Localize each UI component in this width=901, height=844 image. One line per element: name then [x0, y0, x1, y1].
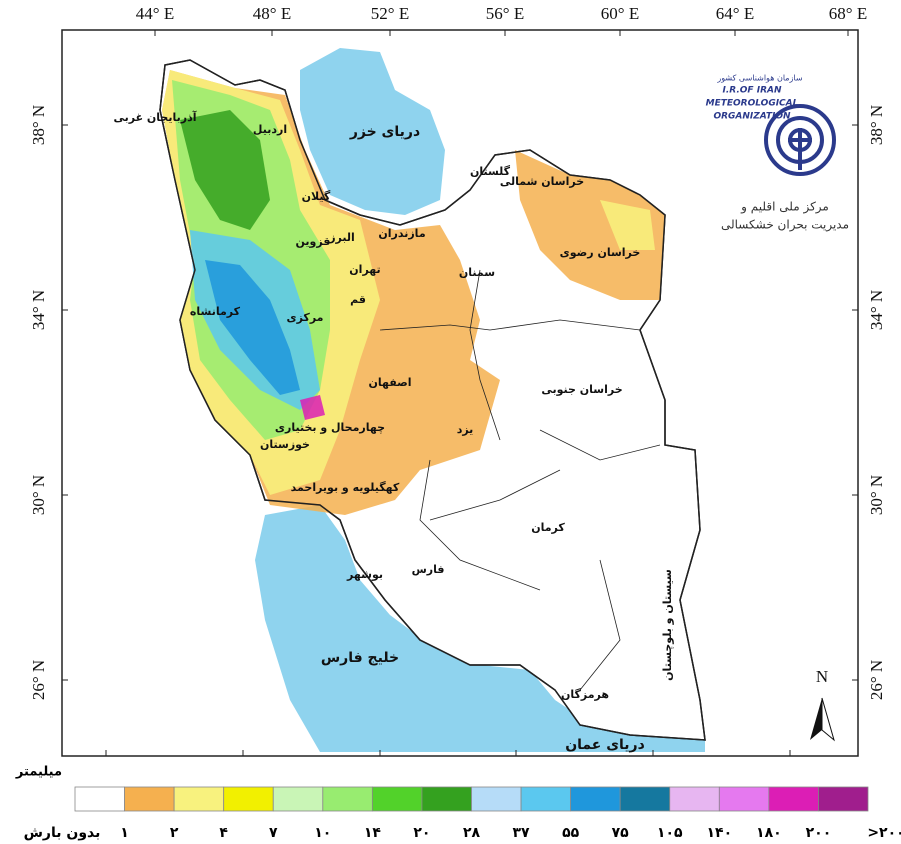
- lat-label: 38° N: [29, 105, 48, 145]
- province-label: کرمان: [531, 521, 565, 534]
- gulf-sea: [255, 505, 705, 752]
- legend-label: ۲۰۰: [806, 825, 832, 841]
- lon-label: 56° E: [486, 4, 524, 23]
- province-label: مازندران: [378, 227, 425, 240]
- legend-swatch: [371, 786, 423, 812]
- lon-label: 48° E: [253, 4, 291, 23]
- legend-swatch: [570, 786, 621, 812]
- legend-swatch: [669, 786, 720, 812]
- lat-label: 26° N: [867, 660, 886, 700]
- province-label: بوشهر: [346, 568, 383, 581]
- province-label: خراسان رضوی: [560, 246, 641, 259]
- logo-text: مرکز ملی اقلیم و: [740, 200, 829, 215]
- caspian-sea: [300, 48, 445, 215]
- province-label: قم: [350, 293, 366, 306]
- province-label: قزوین: [296, 235, 331, 248]
- legend-label: بدون بارش: [24, 825, 101, 841]
- sea-label: دریای خزر: [349, 124, 420, 140]
- province-label: سمنان: [459, 266, 495, 279]
- province-label: اصفهان: [368, 376, 411, 389]
- legend-label: ۱۰: [314, 825, 331, 841]
- legend-swatch: [818, 786, 869, 812]
- legend-label: ۴: [219, 825, 228, 841]
- precip-zone: [300, 395, 325, 420]
- legend-unit: میلیمتر: [15, 765, 62, 780]
- legend-label: ۲۸: [463, 825, 481, 841]
- legend-swatch: [421, 786, 472, 812]
- lat-label: 26° N: [29, 660, 48, 700]
- legend-label: ۲۰: [413, 825, 430, 841]
- legend-swatch: [74, 786, 125, 812]
- legend-swatch: [471, 786, 522, 812]
- province-label: خراسان جنوبی: [541, 383, 622, 396]
- province-label: هرمزگان: [561, 688, 609, 701]
- legend-label: ۱۸۰: [756, 825, 782, 841]
- legend-swatch: [173, 786, 225, 812]
- logo-text: I.R.OF IRAN: [723, 86, 782, 96]
- province-label: خراسان شمالی: [500, 175, 584, 188]
- sea-label: خلیج فارس: [321, 650, 399, 666]
- lat-label: 30° N: [867, 475, 886, 515]
- logo: [764, 104, 836, 176]
- lon-label: 60° E: [601, 4, 639, 23]
- legend-swatch: [619, 786, 671, 812]
- legend-label: ۷۵: [612, 825, 630, 841]
- province-label: کهگیلویه و بویراحمد: [291, 481, 400, 494]
- legend-label: ۱۰۵: [657, 825, 683, 841]
- legend-label: ۱۴۰: [706, 825, 732, 841]
- lat-label: 34° N: [867, 290, 886, 330]
- lat-label: 34° N: [29, 290, 48, 330]
- legend-swatch: [768, 786, 819, 812]
- province-label: سیستان و بلوچستان: [661, 569, 674, 681]
- north-arrow: [810, 697, 835, 742]
- lat-label: 30° N: [29, 475, 48, 515]
- province-label: مرکزی: [287, 311, 324, 324]
- legend-label: >۲۰۰: [867, 825, 901, 841]
- legend-swatch: [520, 786, 572, 812]
- north-label: N: [816, 667, 828, 686]
- legend-label: ۲: [170, 825, 179, 841]
- legend-swatch: [272, 786, 324, 812]
- province-border: [379, 269, 661, 691]
- province-label: گیلان: [302, 190, 331, 203]
- sea-label: دریای عمان: [565, 737, 645, 753]
- legend-swatch: [223, 786, 274, 812]
- province-label: گلستان: [470, 165, 511, 178]
- legend-label: ۱۴: [364, 825, 382, 841]
- precip-zone: [180, 110, 270, 230]
- legend-label: ۵۵: [562, 825, 580, 841]
- legend-swatch: [718, 786, 770, 812]
- logo-text: METEOROLOGICAL: [706, 99, 799, 109]
- province-label: تهران: [349, 263, 380, 276]
- legend-label: ۱: [120, 825, 129, 841]
- precip-zone: [205, 260, 300, 395]
- lon-label: 68° E: [829, 4, 867, 23]
- legend-swatch: [322, 786, 373, 812]
- legend-label: ۷: [269, 825, 278, 841]
- logo-text: ORGANIZATION: [713, 112, 791, 122]
- province-label: یزد: [457, 423, 474, 436]
- lon-label: 52° E: [371, 4, 409, 23]
- country-outline: [159, 59, 706, 741]
- precip-zone: [515, 150, 665, 300]
- precip-zone: [600, 200, 655, 250]
- lon-label: 64° E: [716, 4, 754, 23]
- province-label: البرز: [328, 231, 355, 244]
- province-label: خوزستان: [260, 438, 310, 451]
- lat-label: 38° N: [867, 105, 886, 145]
- lon-label: 44° E: [136, 4, 174, 23]
- logo-text: مدیریت بحران خشکسالی: [721, 218, 849, 233]
- province-label: چهارمحال و بختیاری: [275, 421, 385, 434]
- logo-text: سازمان هواشناسی کشور: [716, 74, 802, 83]
- province-label: اردبیل: [253, 123, 287, 136]
- province-borders: [379, 269, 661, 691]
- province-label: فارس: [412, 563, 445, 576]
- province-label: کرمانشاه: [190, 305, 241, 318]
- province-label: آذربایجان غربی: [113, 110, 196, 124]
- legend-label: ۳۷: [513, 825, 531, 841]
- legend-swatch: [124, 786, 175, 812]
